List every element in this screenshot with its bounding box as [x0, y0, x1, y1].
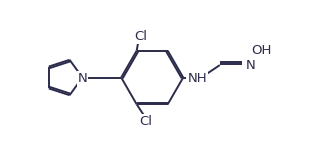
Text: Cl: Cl — [134, 30, 147, 42]
Text: NH: NH — [187, 73, 207, 86]
Text: OH: OH — [251, 44, 272, 57]
Text: Cl: Cl — [139, 115, 152, 128]
Text: N: N — [246, 59, 255, 72]
Text: N: N — [78, 73, 87, 86]
